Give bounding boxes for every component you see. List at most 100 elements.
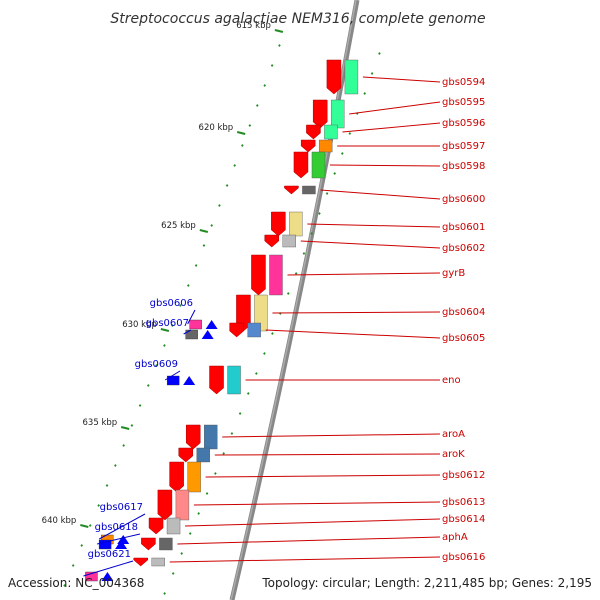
gene-cog-block[interactable] xyxy=(204,424,218,450)
minor-tick xyxy=(194,264,198,267)
gene-cog-block[interactable] xyxy=(302,185,316,195)
gene-arrow[interactable] xyxy=(101,572,114,581)
gene-label[interactable]: gbs0597 xyxy=(442,141,485,152)
minor-tick xyxy=(97,504,100,507)
gene-arrow[interactable] xyxy=(293,151,309,179)
gene-cog-block[interactable] xyxy=(344,59,359,95)
gene-label[interactable]: gbs0607 xyxy=(146,318,189,329)
gene-label[interactable]: gbs0596 xyxy=(442,118,485,129)
gene-label[interactable]: gbs0604 xyxy=(442,307,485,318)
label-leader xyxy=(300,240,441,249)
gene-label[interactable]: gbs0621 xyxy=(88,549,131,560)
gene-arrow[interactable] xyxy=(148,517,164,535)
gene-label[interactable]: aphA xyxy=(442,532,468,543)
gene-arrow[interactable] xyxy=(300,139,316,153)
minor-tick xyxy=(188,532,192,535)
label-leader xyxy=(169,556,441,563)
gene-cog-block[interactable] xyxy=(318,139,333,153)
tick-label: 620 kbp xyxy=(199,123,234,133)
gene-cog-block[interactable] xyxy=(98,539,112,550)
gene-arrow[interactable] xyxy=(236,294,251,332)
gene-cog-block[interactable] xyxy=(159,537,173,551)
gene-arrow[interactable] xyxy=(183,376,196,385)
tick-mark xyxy=(120,426,130,430)
gene-arrow[interactable] xyxy=(117,535,130,544)
gene-label[interactable]: gbs0614 xyxy=(442,514,485,525)
label-leader xyxy=(320,189,441,200)
gene-label[interactable]: gbs0617 xyxy=(100,502,143,513)
gene-label[interactable]: gbs0616 xyxy=(442,552,485,563)
gene-label[interactable]: aroK xyxy=(442,449,465,460)
gene-label[interactable]: gbs0594 xyxy=(442,77,485,88)
gene-cog-block[interactable] xyxy=(189,319,202,330)
gene-arrow[interactable] xyxy=(169,461,184,493)
gene-arrow[interactable] xyxy=(271,211,286,237)
gene-label[interactable]: gbs0595 xyxy=(442,97,485,108)
gene-label[interactable]: gbs0606 xyxy=(150,298,193,309)
gene-cog-block[interactable] xyxy=(269,254,283,296)
minor-tick xyxy=(218,204,221,207)
minor-tick xyxy=(363,92,367,95)
gene-arrow[interactable] xyxy=(133,557,148,567)
tick-label: 625 kbp xyxy=(161,221,196,231)
gene-arrow[interactable] xyxy=(306,124,321,140)
minor-tick xyxy=(197,512,200,515)
gene-arrow[interactable] xyxy=(312,99,328,129)
minor-tick xyxy=(370,72,374,75)
gene-label[interactable]: eno xyxy=(442,375,461,386)
label-leader xyxy=(287,272,441,276)
label-leader xyxy=(177,536,441,545)
gene-label[interactable]: gbs0605 xyxy=(442,333,485,344)
gene-label[interactable]: gbs0600 xyxy=(442,194,485,205)
gene-arrow[interactable] xyxy=(115,540,128,549)
gene-arrow[interactable] xyxy=(141,537,156,551)
gene-label[interactable]: aroA xyxy=(442,429,465,440)
gene-cog-block[interactable] xyxy=(196,447,210,463)
gene-cog-block[interactable] xyxy=(247,322,261,338)
gene-cog-block[interactable] xyxy=(282,234,296,248)
minor-tick xyxy=(240,144,244,147)
gene-cog-block[interactable] xyxy=(227,365,241,395)
gene-label[interactable]: gbs0601 xyxy=(442,222,485,233)
minor-tick xyxy=(222,452,225,455)
label-leader xyxy=(349,101,441,115)
gene-arrow[interactable] xyxy=(205,320,218,329)
gene-cog-block[interactable] xyxy=(330,99,345,129)
gene-arrow[interactable] xyxy=(326,59,342,95)
gene-cog-block[interactable] xyxy=(289,211,303,237)
gene-arrow[interactable] xyxy=(178,447,194,463)
gene-label[interactable]: gbs0612 xyxy=(442,470,485,481)
minor-tick xyxy=(271,332,274,335)
gene-cog-block[interactable] xyxy=(254,294,268,332)
gene-arrow[interactable] xyxy=(264,234,280,248)
gene-arrow[interactable] xyxy=(229,322,244,338)
gene-arrow[interactable] xyxy=(185,424,201,450)
gene-arrow[interactable] xyxy=(251,254,266,296)
gene-arrow[interactable] xyxy=(284,185,299,195)
gene-cog-block[interactable] xyxy=(166,375,180,386)
gene-arrow[interactable] xyxy=(201,330,214,339)
accession-label: Accession: NC_004368 xyxy=(8,576,144,590)
gene-label[interactable]: gbs0602 xyxy=(442,243,485,254)
gene-cog-block[interactable] xyxy=(85,571,98,582)
label-leader xyxy=(214,453,441,456)
gene-cog-block[interactable] xyxy=(151,557,165,567)
gene-cog-block[interactable] xyxy=(187,461,201,493)
gene-label[interactable]: gbs0598 xyxy=(442,161,485,172)
minor-tick xyxy=(210,224,214,227)
gene-cog-block[interactable] xyxy=(175,489,190,521)
minor-tick xyxy=(205,492,209,495)
gene-label[interactable]: gbs0618 xyxy=(95,522,138,533)
gene-cog-block[interactable] xyxy=(311,151,326,179)
topology-label: Topology: circular; Length: 2,211,485 bp… xyxy=(261,576,592,590)
gene-label[interactable]: gbs0609 xyxy=(135,359,178,370)
gene-label[interactable]: gyrB xyxy=(442,268,465,279)
gene-arrow[interactable] xyxy=(209,365,224,395)
gene-label[interactable]: gbs0613 xyxy=(442,497,485,508)
gene-cog-block[interactable] xyxy=(185,329,198,340)
gene-cog-block[interactable] xyxy=(324,124,338,140)
gene-cog-block[interactable] xyxy=(166,517,181,535)
gene-arrow[interactable] xyxy=(157,489,173,521)
